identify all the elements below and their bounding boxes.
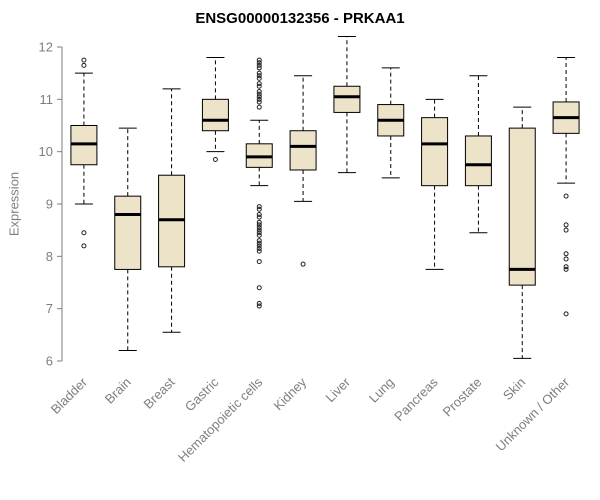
y-tick-label: 10 — [39, 144, 53, 159]
outlier-point — [256, 232, 262, 238]
outlier-point — [256, 230, 262, 236]
outlier-point — [256, 300, 262, 306]
y-tick-label: 11 — [40, 92, 54, 107]
outlier-point — [81, 62, 87, 68]
boxplot-bladder — [70, 57, 98, 249]
x-tick-label: Breast — [141, 374, 178, 411]
outlier-point — [563, 311, 569, 317]
boxplot-kidney — [289, 75, 317, 267]
outlier-point — [256, 81, 262, 87]
outlier-point — [256, 75, 262, 81]
boxplot-breast — [158, 88, 186, 333]
boxplot-pancreas — [421, 98, 449, 270]
outlier-point — [563, 193, 569, 199]
outlier-point — [256, 248, 262, 254]
boxplot-skin — [508, 106, 536, 359]
x-tick-label: Unknown / Other — [493, 374, 573, 454]
outlier-point — [81, 243, 87, 249]
iqr-box — [289, 130, 317, 171]
outlier-point — [563, 256, 569, 262]
outlier-point — [256, 243, 262, 249]
x-tick-label: Liver — [322, 374, 353, 405]
outlier-point — [256, 88, 262, 94]
boxplot-prostate — [464, 75, 492, 234]
outlier-point — [256, 62, 262, 68]
x-tick-label: Bladder — [48, 374, 91, 417]
outlier-point — [256, 104, 262, 110]
outlier-point — [256, 238, 262, 244]
outlier-point — [256, 206, 262, 212]
outlier-point — [256, 83, 262, 89]
outlier-point — [256, 60, 262, 66]
x-tick-label: Prostate — [440, 375, 485, 420]
iqr-box — [114, 195, 142, 270]
outlier-point — [563, 222, 569, 228]
iqr-box — [201, 98, 229, 132]
boxplot-brain — [114, 127, 142, 352]
outlier-point — [256, 303, 262, 309]
outlier-point — [563, 251, 569, 257]
outlier-point — [81, 57, 87, 63]
outlier-point — [256, 225, 262, 231]
x-tick-label: Brain — [102, 375, 134, 407]
x-tick-label: Pancreas — [391, 374, 441, 424]
y-tick-label: 7 — [46, 301, 53, 316]
boxplot-liver — [333, 36, 361, 174]
iqr-box — [508, 127, 536, 286]
x-tick-label: Lung — [366, 375, 397, 406]
iqr-box — [464, 135, 492, 187]
y-tick-label: 6 — [46, 354, 53, 369]
outlier-point — [256, 285, 262, 291]
outlier-point — [212, 157, 218, 163]
outlier-point — [256, 70, 262, 76]
outlier-point — [256, 99, 262, 105]
chart-title: ENSG00000132356 - PRKAA1 — [195, 10, 405, 27]
boxplot-hematopoietic-cells — [245, 57, 273, 309]
outlier-point — [256, 73, 262, 79]
outlier-point — [256, 65, 262, 71]
outlier-point — [256, 245, 262, 251]
y-tick-label: 8 — [46, 249, 53, 264]
outlier-point — [256, 214, 262, 220]
iqr-box — [421, 117, 449, 187]
boxplot-gastric — [201, 56, 229, 163]
outlier-point — [563, 227, 569, 233]
y-tick-label: 12 — [39, 40, 53, 55]
outlier-point — [256, 240, 262, 246]
iqr-box — [333, 85, 361, 113]
x-tick-label: Gastric — [182, 374, 222, 414]
outlier-point — [563, 266, 569, 272]
outlier-point — [256, 222, 262, 228]
outlier-point — [563, 264, 569, 270]
outlier-point — [256, 211, 262, 217]
outlier-point — [256, 259, 262, 265]
outlier-point — [300, 261, 306, 267]
x-tick-label: Kidney — [270, 374, 309, 413]
boxplot-lung — [377, 67, 405, 179]
outlier-point — [256, 204, 262, 210]
x-tick-label: Hematopoietic cells — [175, 374, 266, 465]
outlier-point — [256, 227, 262, 233]
outlier-point — [256, 57, 262, 63]
outlier-point — [256, 96, 262, 102]
outlier-point — [256, 91, 262, 97]
x-tick-label: Skin — [500, 375, 528, 403]
y-tick-label: 9 — [46, 197, 53, 212]
outlier-point — [256, 94, 262, 100]
boxplot-unknown-other — [552, 56, 580, 317]
outlier-point — [256, 219, 262, 225]
outlier-point — [81, 230, 87, 236]
